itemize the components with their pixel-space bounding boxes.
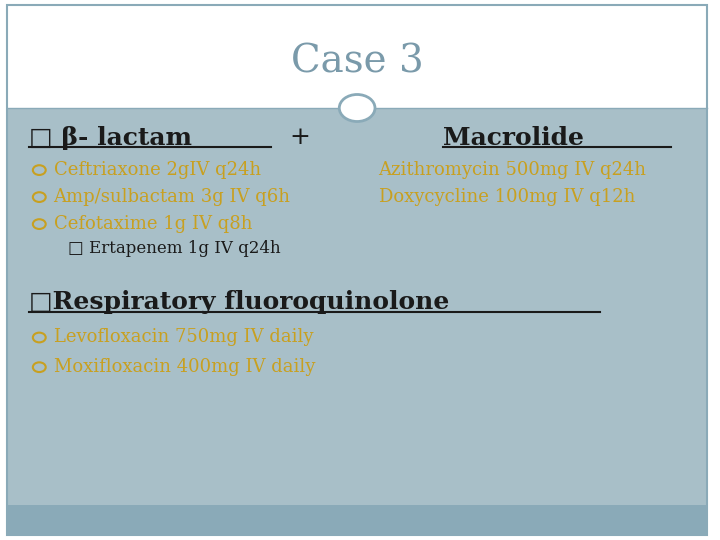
Text: □ Ertapenem 1g IV q24h: □ Ertapenem 1g IV q24h [68, 240, 281, 257]
Text: Doxycycline 100mg IV q12h: Doxycycline 100mg IV q12h [379, 188, 635, 206]
Circle shape [33, 165, 45, 175]
FancyBboxPatch shape [7, 5, 707, 108]
Text: +: + [289, 126, 310, 149]
Text: Cefotaxime 1g IV q8h: Cefotaxime 1g IV q8h [53, 215, 252, 233]
Text: Macrolide: Macrolide [443, 126, 584, 150]
Circle shape [33, 362, 45, 372]
Text: □Respiratory fluoroquinolone: □Respiratory fluoroquinolone [29, 291, 449, 314]
Text: □ β- lactam: □ β- lactam [29, 126, 192, 150]
Text: Amp/sulbactam 3g IV q6h: Amp/sulbactam 3g IV q6h [53, 188, 291, 206]
Text: Moxifloxacin 400mg IV daily: Moxifloxacin 400mg IV daily [53, 358, 315, 376]
Circle shape [33, 219, 45, 229]
Text: Azithromycin 500mg IV q24h: Azithromycin 500mg IV q24h [379, 161, 647, 179]
Circle shape [33, 192, 45, 202]
Text: Ceftriaxone 2gIV q24h: Ceftriaxone 2gIV q24h [53, 161, 261, 179]
Circle shape [339, 94, 375, 122]
Text: Case 3: Case 3 [291, 44, 423, 80]
Circle shape [33, 333, 45, 342]
FancyBboxPatch shape [7, 505, 707, 535]
FancyBboxPatch shape [7, 108, 707, 508]
Text: Levofloxacin 750mg IV daily: Levofloxacin 750mg IV daily [53, 328, 313, 347]
